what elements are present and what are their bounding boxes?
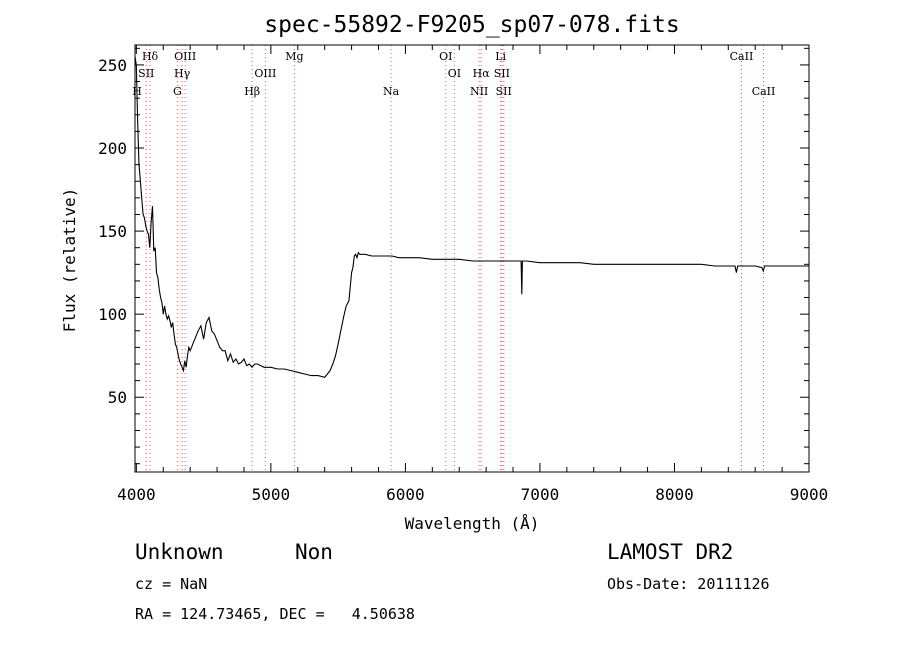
y-tick-label: 250 bbox=[98, 56, 127, 75]
x-tick-label: 9000 bbox=[790, 485, 829, 504]
spectral-line-label: OI bbox=[439, 50, 452, 63]
x-tick-label: 4000 bbox=[117, 485, 156, 504]
spectrum-series bbox=[134, 56, 809, 378]
line-labels: Hδ SII H OIII Hγ G Hβ OIII Mg Na OI OI Hα NII Li SII SII… bbox=[132, 50, 775, 98]
x-tick-label: 6000 bbox=[386, 485, 425, 504]
spectral-line-label: SII bbox=[496, 85, 512, 98]
spectral-line-label: NII bbox=[470, 85, 488, 98]
survey-label: LAMOST DR2 bbox=[607, 540, 734, 564]
spectral-line-label: CaII bbox=[752, 85, 776, 98]
spectral-line-label: Mg bbox=[285, 50, 303, 63]
spectral-line-label: OIII bbox=[254, 67, 276, 80]
x-tick-label: 7000 bbox=[521, 485, 560, 504]
spectral-line-label: H bbox=[132, 85, 142, 98]
coordinates-label: RA = 124.73465, DEC = 4.50638 bbox=[135, 605, 415, 623]
y-tick-label: 100 bbox=[98, 305, 127, 324]
spectral-line-label: G bbox=[173, 85, 182, 98]
y-axis-label: Flux (relative) bbox=[60, 188, 79, 333]
spectral-line-label: OIII bbox=[174, 50, 196, 63]
spectral-line-label: Hδ bbox=[142, 50, 159, 63]
spectral-line-label: Hγ bbox=[174, 67, 191, 80]
spectrum-line bbox=[134, 56, 809, 378]
class-label: Unknown bbox=[135, 540, 224, 564]
spectral-line-label: Na bbox=[383, 85, 400, 98]
subclass-label: Non bbox=[295, 540, 333, 564]
y-tick-label: 50 bbox=[108, 388, 127, 407]
spectral-line-label: Li bbox=[495, 50, 506, 63]
spectral-line-label: SII bbox=[138, 67, 154, 80]
axis-ticks: 4000 5000 6000 7000 8000 9000 50 100 150 200 250 bbox=[98, 45, 828, 504]
spectral-line-label: CaII bbox=[730, 50, 754, 63]
chart-title: spec-55892-F9205_sp07-078.fits bbox=[264, 12, 679, 38]
x-tick-label: 8000 bbox=[655, 485, 694, 504]
x-tick-label: 5000 bbox=[252, 485, 291, 504]
x-axis-label: Wavelength (Å) bbox=[405, 514, 540, 533]
spectral-line-label: OI bbox=[448, 67, 461, 80]
redshift-label: cz = NaN bbox=[135, 575, 208, 593]
spectral-line-label: Hβ bbox=[244, 85, 260, 98]
spectral-line-label: Hα bbox=[473, 67, 491, 80]
obs-date-label: Obs-Date: 20111126 bbox=[607, 575, 770, 593]
plot-frame bbox=[134, 44, 810, 473]
spectral-line-markers bbox=[145, 45, 765, 472]
y-tick-label: 150 bbox=[98, 222, 127, 241]
spectral-line-label: SII bbox=[494, 67, 510, 80]
y-tick-label: 200 bbox=[98, 139, 127, 158]
